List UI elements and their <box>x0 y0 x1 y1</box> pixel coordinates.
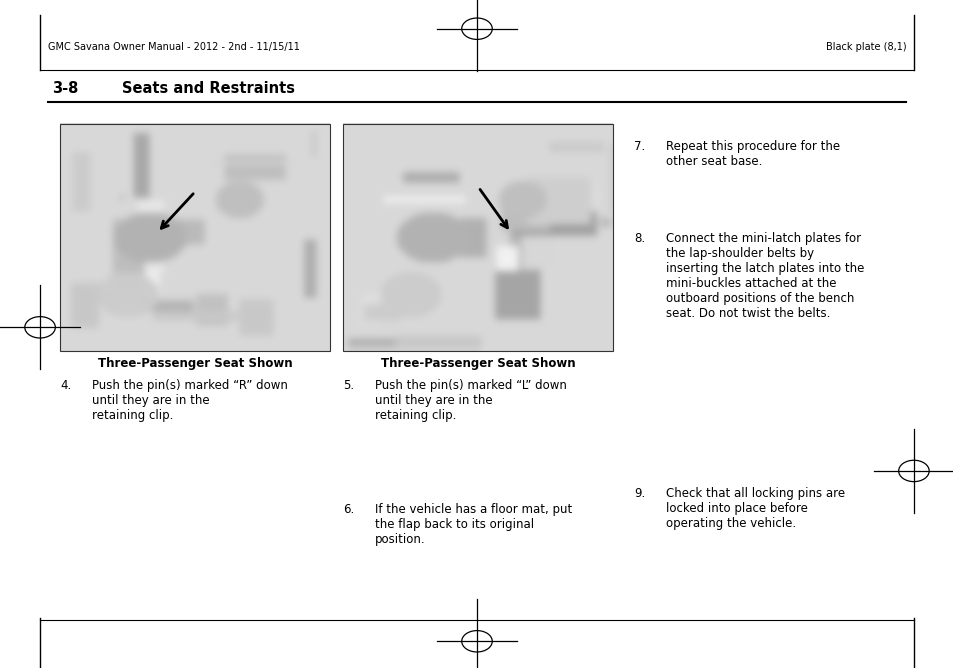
Text: Three-Passenger Seat Shown: Three-Passenger Seat Shown <box>380 357 576 370</box>
Bar <box>60 124 330 351</box>
Text: 6.: 6. <box>343 503 355 516</box>
Text: Black plate (8,1): Black plate (8,1) <box>824 42 905 51</box>
Text: 5.: 5. <box>343 379 355 391</box>
Text: Three-Passenger Seat Shown: Three-Passenger Seat Shown <box>97 357 293 370</box>
Text: 9.: 9. <box>634 487 645 500</box>
Text: Push the pin(s) marked “R” down
until they are in the
retaining clip.: Push the pin(s) marked “R” down until th… <box>91 379 287 422</box>
Text: Connect the mini-latch plates for
the lap-shoulder belts by
inserting the latch : Connect the mini-latch plates for the la… <box>665 232 863 321</box>
Text: 3-8: 3-8 <box>52 81 79 96</box>
Text: Check that all locking pins are
locked into place before
operating the vehicle.: Check that all locking pins are locked i… <box>665 487 844 530</box>
Text: 7.: 7. <box>634 140 645 153</box>
Text: If the vehicle has a floor mat, put
the flap back to its original
position.: If the vehicle has a floor mat, put the … <box>375 503 572 546</box>
Text: 4.: 4. <box>60 379 71 391</box>
Text: Repeat this procedure for the
other seat base.: Repeat this procedure for the other seat… <box>665 140 840 168</box>
Text: 8.: 8. <box>634 232 645 245</box>
Text: Push the pin(s) marked “L” down
until they are in the
retaining clip.: Push the pin(s) marked “L” down until th… <box>375 379 566 422</box>
Text: GMC Savana Owner Manual - 2012 - 2nd - 11/15/11: GMC Savana Owner Manual - 2012 - 2nd - 1… <box>48 42 299 51</box>
Bar <box>343 124 613 351</box>
Text: Seats and Restraints: Seats and Restraints <box>122 81 294 96</box>
